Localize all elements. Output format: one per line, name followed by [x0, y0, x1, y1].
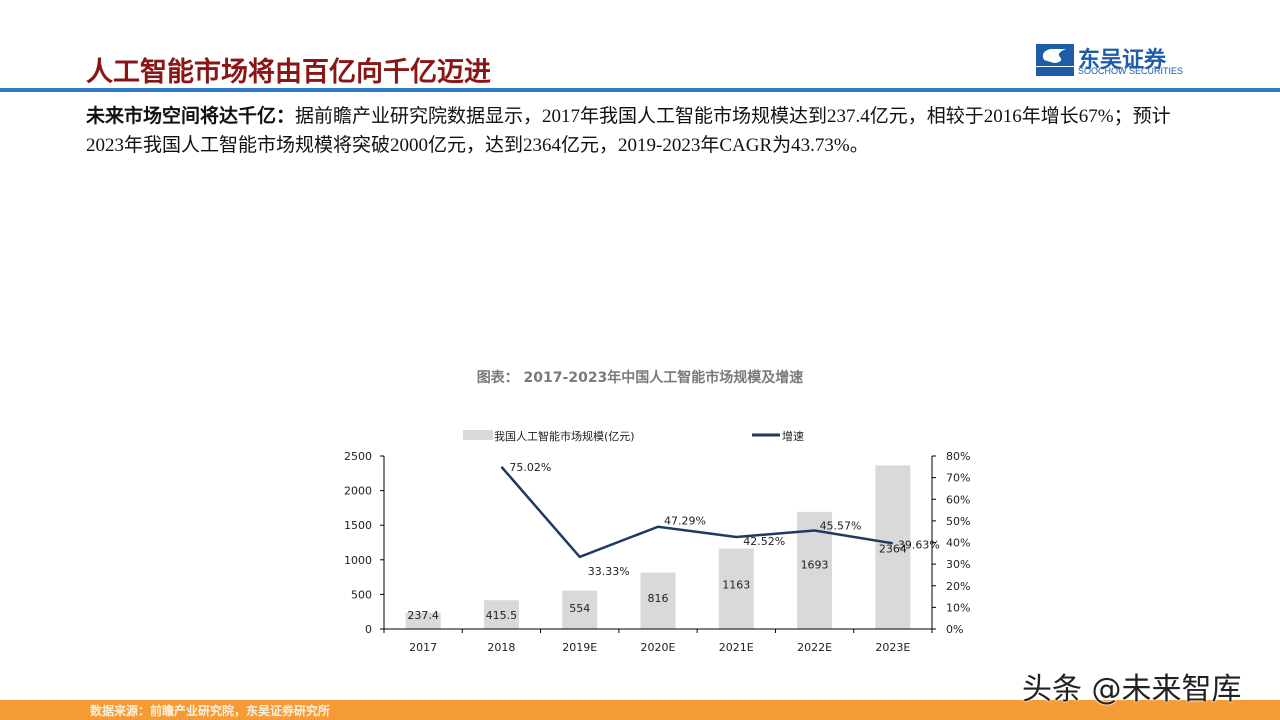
x-tick-label: 2018 — [487, 641, 515, 654]
x-tick-label: 2022E — [797, 641, 832, 654]
watermark: 头条 @未来智库 — [1022, 672, 1242, 707]
footer-bar: 数据来源：前瞻产业研究院，东吴证券研究所 — [0, 700, 1280, 720]
y-right-tick-label: 70% — [946, 472, 970, 485]
y-left-tick-label: 2000 — [344, 485, 372, 498]
x-tick-label: 2019E — [562, 641, 597, 654]
bar-value-label: 554 — [569, 602, 590, 615]
y-right-tick-label: 50% — [946, 515, 970, 528]
y-left-tick-label: 500 — [351, 588, 372, 601]
logo-text-cn: 东吴证券 — [1078, 48, 1167, 73]
y-left-tick-label: 0 — [365, 623, 372, 636]
legend-bar-swatch — [463, 430, 493, 440]
bar-2020E — [640, 572, 676, 629]
line-value-label: 47.29% — [664, 515, 706, 528]
bar-value-label: 1163 — [722, 579, 750, 592]
y-right-tick-label: 80% — [946, 450, 970, 463]
line-value-label: 42.52% — [743, 535, 785, 548]
x-tick-label: 2017 — [409, 641, 437, 654]
x-tick-label: 2023E — [875, 641, 910, 654]
y-right-tick-label: 30% — [946, 558, 970, 571]
x-tick-label: 2020E — [641, 641, 676, 654]
y-left-tick-label: 1500 — [344, 519, 372, 532]
logo-text-en: SOOCHOW SECURITIES — [1078, 66, 1184, 76]
company-logo: 东吴证券 SOOCHOW SECURITIES — [1036, 44, 1216, 78]
y-right-tick-label: 20% — [946, 580, 970, 593]
logo-mark-icon — [1036, 44, 1074, 76]
chart-title: 图表： 2017-2023年中国人工智能市场规模及增速 — [476, 370, 804, 386]
summary-text: 据前瞻产业研究院数据显示，2017年我国人工智能市场规模达到237.4亿元，相较… — [86, 106, 1171, 156]
y-right-tick-label: 10% — [946, 601, 970, 614]
line-value-label: 39.63% — [898, 538, 940, 551]
bar-2023E — [875, 465, 911, 629]
y-left-tick-label: 1000 — [344, 554, 372, 567]
source-note: 数据来源：前瞻产业研究院，东吴证券研究所 — [90, 704, 331, 718]
bar-value-label: 816 — [648, 592, 669, 605]
line-value-label: 45.57% — [820, 519, 862, 532]
y-right-tick-label: 60% — [946, 493, 970, 506]
bar-2017 — [405, 612, 441, 629]
page-title: 人工智能市场将由百亿向千亿迈进 — [86, 57, 491, 88]
bar-value-label: 237.4 — [407, 609, 439, 622]
legend-line-label: 增速 — [782, 429, 804, 443]
summary-paragraph: 未来市场空间将达千亿：据前瞻产业研究院数据显示，2017年我国人工智能市场规模达… — [86, 102, 1206, 160]
line-value-label: 75.02% — [509, 461, 551, 474]
bar-2019E — [562, 590, 598, 629]
bar-2018 — [483, 600, 519, 629]
y-right-tick-label: 0% — [946, 623, 963, 636]
header-divider — [0, 88, 1280, 92]
bar-2021E — [718, 548, 754, 629]
x-tick-label: 2021E — [719, 641, 754, 654]
bar-value-label: 1693 — [801, 559, 829, 572]
summary-lead: 未来市场空间将达千亿： — [86, 105, 296, 127]
y-left-tick-label: 2500 — [344, 450, 372, 463]
legend-bar-label: 我国人工智能市场规模(亿元) — [494, 429, 635, 443]
growth-line — [500, 465, 894, 559]
line-value-label: 33.33% — [588, 565, 630, 578]
y-right-tick-label: 40% — [946, 537, 970, 550]
bar-value-label: 415.5 — [486, 609, 518, 622]
bar-value-label: 2364 — [879, 542, 907, 555]
